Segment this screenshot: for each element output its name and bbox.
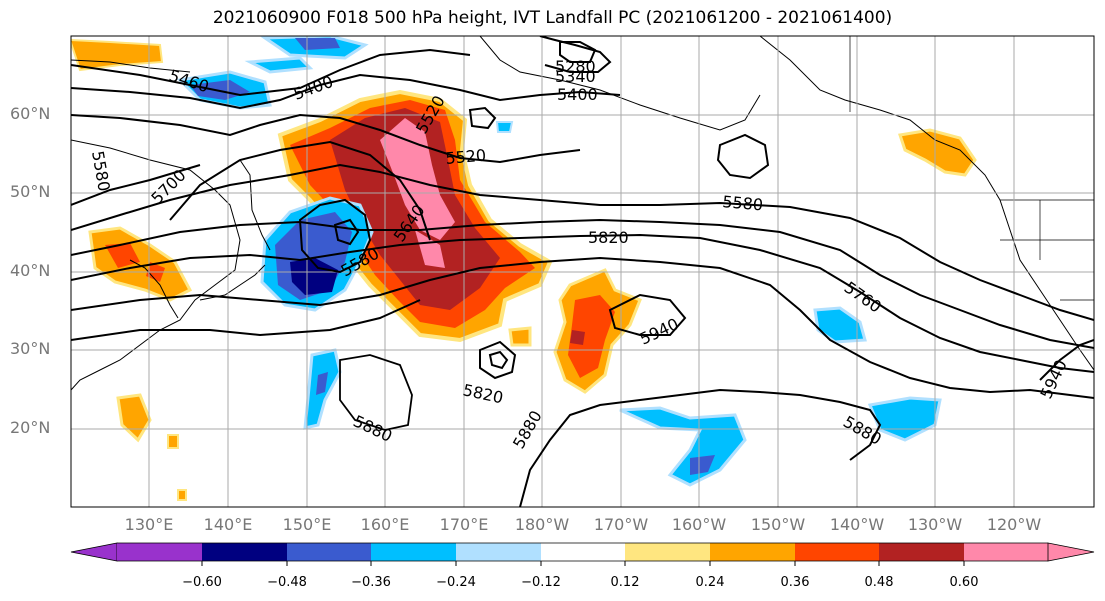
contour-label: 5280 [555,57,596,76]
lon-label: 170°W [593,515,649,534]
colorbar-bin [202,543,287,561]
plume-pink [380,118,455,240]
contour-label: 5580 [722,192,764,214]
colorbar-tick-label: 0.36 [780,575,810,590]
colorbar-bin [964,543,1048,561]
lon-label: 180°W [514,515,570,534]
colorbar-bin [287,543,371,561]
colorbar-tick-label: 0.60 [949,575,979,590]
lon-label: 140°W [829,515,885,534]
colorbar-bin [879,543,964,561]
colorbar-tick-label: −0.60 [182,575,222,590]
lat-label-60n: 60°N [10,104,51,123]
map-area: 5460 5400 5280 5340 5400 5520 5580 5700 … [71,36,1094,507]
lon-label: 160°W [671,515,727,534]
colorbar-tick-label: −0.36 [351,575,391,590]
colorbar-bin [710,543,795,561]
colorbar-tick-label: 0.12 [610,575,640,590]
lon-label: 140°E [203,515,253,534]
hawaii-blue-patch [619,406,747,487]
colorbar-extend-high [1047,542,1095,562]
map-frame [70,35,1095,508]
gridlines [71,36,1094,507]
lon-label: 150°W [750,515,806,534]
lat-label-40n: 40°N [10,261,51,280]
colorbar-bin [541,543,625,561]
lon-label: 160°E [360,515,410,534]
height-contours [71,36,1094,507]
colorbar [70,542,1095,566]
colorbar-tick-label: −0.12 [521,575,561,590]
map-title: 2021060900 F018 500 hPa height, IVT Land… [212,8,893,28]
colorbar-bin [371,543,456,561]
ivt-negative-shading [176,36,942,487]
colorbar-bin [795,543,879,561]
colorbar-tick-label: −0.24 [436,575,476,590]
lon-label: 150°E [282,515,332,534]
colorbar-bin [625,543,710,561]
contour-label: 5340 [555,67,596,86]
contour-label: 5400 [557,85,598,104]
colorbar-bin [456,543,541,561]
alaska-patch [898,128,977,177]
colorbar-extend-low [70,542,118,562]
lon-label: 170°E [439,515,489,534]
lon-label: 130°W [907,515,963,534]
lat-label-30n: 30°N [10,339,51,358]
contour-label: 5520 [445,146,487,168]
contour-label: 5820 [588,228,629,247]
colorbar-tick-label: −0.48 [267,575,307,590]
lat-label-50n: 50°N [10,182,51,201]
lat-label-20n: 20°N [10,418,51,437]
ivt-positive-shading [71,39,977,501]
political-borders [849,36,1094,301]
lon-label: 130°E [124,515,174,534]
colorbar-bin [117,543,202,561]
colorbar-tick-label: 0.48 [864,575,894,590]
lon-label: 120°W [986,515,1042,534]
colorbar-tick-label: 0.24 [695,575,725,590]
